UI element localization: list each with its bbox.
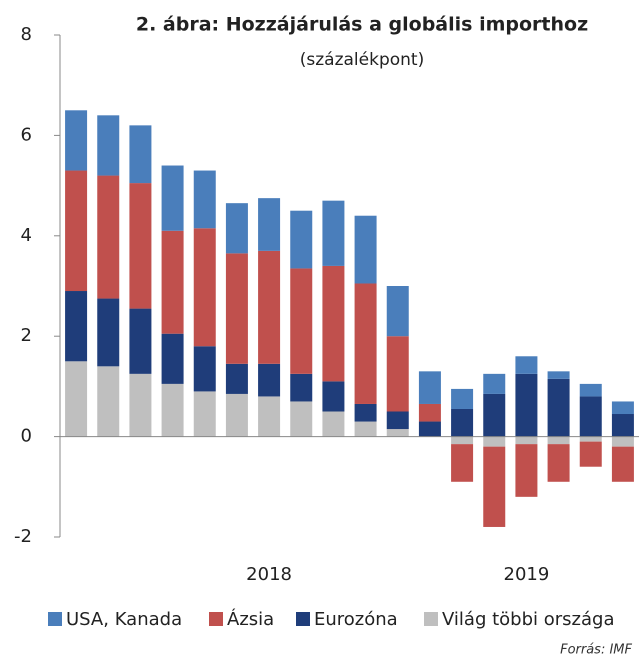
y-tick-label: 2 — [21, 325, 32, 346]
bar-segment — [322, 411, 345, 437]
bar-segment — [418, 403, 441, 422]
bar-segment — [515, 356, 538, 374]
bar-segment — [225, 203, 248, 254]
bar-segment — [579, 436, 602, 442]
bar-segment — [483, 393, 506, 437]
y-tick-label: 0 — [21, 426, 32, 447]
y-tick-label: 4 — [21, 225, 32, 246]
bar-segment — [386, 411, 409, 430]
bar-segment — [354, 403, 377, 422]
bar-segment — [97, 115, 120, 176]
bar-segment — [129, 125, 152, 184]
bar-segment — [193, 391, 216, 437]
bar-segment — [579, 396, 602, 437]
bar-segment — [225, 393, 248, 437]
bar-segment — [611, 446, 634, 482]
bar-segment — [579, 441, 602, 467]
bar-segment — [547, 378, 570, 437]
bar-segment — [65, 110, 88, 171]
bar-segment — [547, 444, 570, 482]
bar-segment — [483, 373, 506, 394]
legend-swatch — [48, 612, 62, 626]
bar-segment — [258, 250, 281, 364]
legend-label: USA, Kanada — [66, 609, 182, 630]
bar-segment — [193, 228, 216, 347]
bar-segment — [193, 170, 216, 229]
bar-segment — [483, 436, 506, 447]
legend-swatch — [424, 612, 438, 626]
bar-segment — [611, 414, 634, 437]
bar-segment — [161, 383, 184, 437]
bar-segment — [65, 361, 88, 437]
bar-segment — [322, 381, 345, 412]
bar-segment — [611, 436, 634, 447]
bar-segment — [161, 165, 184, 231]
y-tick-label: 8 — [21, 24, 32, 45]
bar-segment — [129, 308, 152, 374]
bar-segment — [354, 215, 377, 284]
bar-segment — [451, 408, 474, 437]
bar-segment — [290, 210, 313, 269]
bar-segment — [258, 396, 281, 437]
bar-segment — [258, 363, 281, 397]
y-tick-label: 6 — [21, 124, 32, 145]
bar-segment — [290, 268, 313, 374]
chart-title: 2. ábra: Hozzájárulás a globális importh… — [136, 14, 588, 36]
bar-segment — [225, 253, 248, 364]
bar-segment — [322, 265, 345, 382]
bar-segment — [97, 366, 120, 437]
legend-label: Eurozóna — [314, 609, 398, 630]
bar-segment — [386, 429, 409, 437]
legend-swatch — [209, 612, 223, 626]
chart-subtitle: (százalékpont) — [300, 50, 424, 70]
bar-segment — [193, 346, 216, 392]
bar-segment — [451, 444, 474, 482]
bar-segment — [65, 170, 88, 292]
bar-segment — [386, 336, 409, 412]
legend-label: Ázsia — [227, 608, 274, 630]
bar-segment — [258, 198, 281, 251]
legend-label: Világ többi országa — [442, 609, 614, 630]
bar-segment — [97, 175, 120, 299]
bar-segment — [611, 401, 634, 415]
bar-segment — [515, 436, 538, 445]
bar-segment — [451, 436, 474, 445]
x-tick-label: 2018 — [246, 564, 292, 585]
bar-segment — [515, 444, 538, 497]
bar-segment — [129, 183, 152, 309]
bar-segment — [483, 446, 506, 527]
bar-segment — [579, 383, 602, 397]
bar-segment — [129, 373, 152, 437]
bar-segment — [97, 298, 120, 367]
bar-segment — [290, 401, 313, 437]
bar-segment — [225, 363, 248, 394]
y-tick-label: -2 — [14, 526, 32, 547]
bar-segment — [65, 291, 88, 362]
bar-segment — [354, 283, 377, 404]
bar-segment — [290, 373, 313, 402]
bar-segment — [451, 388, 474, 409]
bar-segment — [547, 436, 570, 445]
bar-segment — [386, 286, 409, 337]
bar-segment — [322, 200, 345, 266]
bar-segment — [418, 421, 441, 437]
bar-segment — [161, 230, 184, 334]
x-tick-label: 2019 — [504, 564, 550, 585]
bar-segment — [161, 333, 184, 384]
source: Forrás: IMF — [560, 643, 632, 658]
bar-segment — [418, 371, 441, 404]
legend-swatch — [296, 612, 310, 626]
bar-segment — [354, 421, 377, 437]
bar-segment — [515, 373, 538, 437]
bar-segment — [547, 371, 570, 379]
